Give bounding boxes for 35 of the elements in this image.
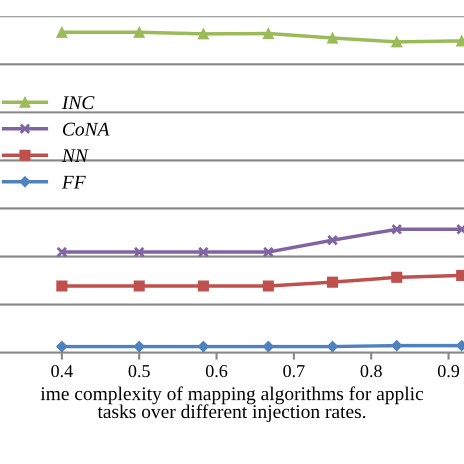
point [262,280,274,292]
legend-label: INC [62,96,95,110]
point [134,340,145,352]
x-tick-label: 0.4 [51,364,73,378]
point [56,26,68,38]
x-tick-label: 0.7 [283,364,305,378]
x-tick-label: 0.9 [438,364,460,378]
point [198,340,209,352]
point [391,224,402,235]
point [326,234,338,246]
point [262,28,274,40]
point [134,26,145,38]
point [198,28,209,40]
x-tick-label: 0.8 [360,364,382,378]
legend-label: CoNA [62,122,110,136]
point [134,246,145,258]
point [262,340,274,352]
point [56,340,68,352]
point [391,340,402,352]
legend-label: NN [62,149,89,162]
legend-label: FF [62,176,86,189]
x-tick-label: 0.5 [128,364,150,378]
point [198,246,209,258]
point [326,32,338,44]
point [391,36,402,48]
point [134,280,145,292]
x-axis-title: ime complexity of mapping algorithms for applic tasks over different injection rates. [40,386,424,422]
point [56,246,68,258]
point [326,276,338,288]
point [56,280,68,292]
x-tick-label: 0.6 [206,364,228,378]
point [391,272,402,283]
point [262,246,274,258]
point [198,280,209,292]
point [326,340,338,352]
